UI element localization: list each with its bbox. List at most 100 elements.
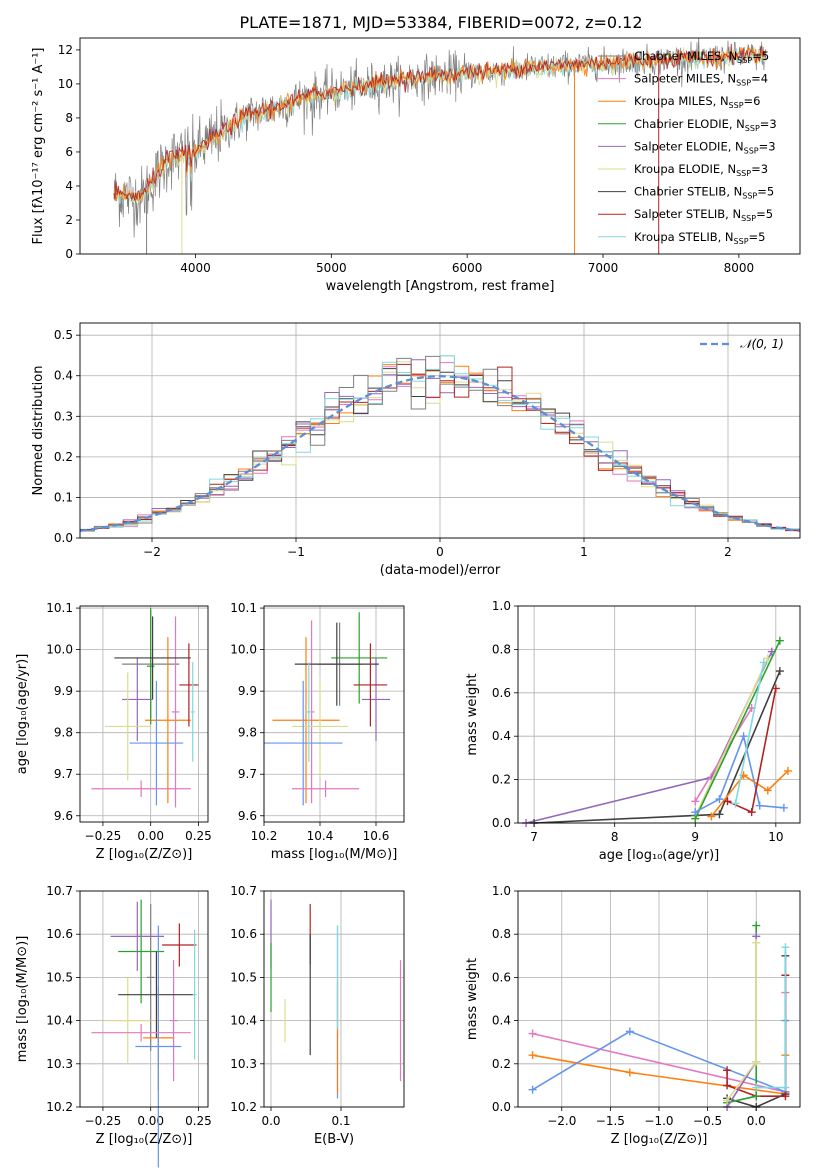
mass-weight-marker: [775, 667, 784, 676]
mass-weight-marker: [779, 803, 788, 812]
y-tick-label: 0.4: [492, 729, 511, 743]
x-axis-label: age [log₁₀(age/yr)]: [599, 848, 720, 863]
mw-vs-age-panel: 7 8 9 10 0.0 0.2 0.4 0.6 0.8 1.0 age [log₁₀(age/yr…: [465, 599, 801, 863]
y-tick-label: 12: [58, 43, 73, 57]
mass-weight-marker: [723, 1096, 732, 1105]
y-tick-label: 10.4: [230, 1014, 257, 1028]
y-tick-label: 0.2: [492, 773, 511, 787]
y-axis-label: age [log₁₀(age/yr)]: [15, 654, 30, 775]
y-axis-label: mass weight: [465, 958, 480, 1040]
y-tick-label: 9.7: [238, 767, 257, 781]
mass-weight-line: [710, 770, 789, 817]
x-tick-label: 0.00: [137, 1114, 164, 1128]
y-tick-label: 10.6: [46, 927, 73, 941]
y-tick-label: 1.0: [492, 599, 511, 613]
x-tick-label: 6000: [452, 261, 483, 275]
y-tick-label: 0.8: [492, 927, 511, 941]
mass-weight-marker: [625, 1027, 634, 1036]
mass-weight-marker: [752, 938, 761, 947]
x-tick-label: −1.5: [596, 1114, 625, 1128]
legend-entry: 𝒩(0, 1): [740, 337, 784, 351]
mass-weight-marker: [752, 1083, 761, 1092]
y-tick-label: 9.6: [238, 809, 257, 823]
axes-frame: [79, 37, 801, 255]
mass-weight-marker: [763, 654, 772, 663]
residuals-panel: −2 −1 0 1 2 0.0 0.1 0.2 0.3 0.4 0.5 (data-model)/er…: [31, 322, 801, 578]
mass-weight-line: [694, 640, 781, 820]
mass-weight-line: [756, 947, 787, 1089]
y-tick-label: 0.0: [492, 1100, 511, 1114]
mass-vs-ebv-panel: 0.0 0.1 10.2 10.3 10.4 10.5 10.6 10.7 E(B-V): [230, 884, 405, 1147]
y-axis-label: mass weight: [465, 673, 480, 755]
y-tick-label: 0.3: [54, 409, 73, 423]
mass-weight-line: [525, 651, 773, 824]
mass-weight-marker: [763, 786, 772, 795]
legend-entry: Salpeter ELODIE, NSSP=3: [634, 139, 776, 155]
x-tick-label: 0.0: [747, 1114, 766, 1128]
y-tick-label: 9.7: [54, 767, 73, 781]
y-tick-label: 0.4: [492, 1014, 511, 1028]
mass-weight-marker: [528, 1051, 537, 1060]
age-vs-Z-panel: −0.25 0.00 0.25 9.6 9.7 9.8 9.9 10.0 10.1 Z [log₁…: [15, 601, 212, 862]
y-tick-label: 10.7: [230, 884, 257, 898]
mass-weight-marker: [747, 808, 756, 817]
y-tick-label: 0.1: [54, 490, 73, 504]
spectrum-legend: Chabrier MILES, NSSP=5 Salpeter MILES, NS…: [598, 49, 777, 246]
mass-weight-marker: [739, 732, 748, 741]
x-axis-label: Z [log₁₀(Z/Z⊙)]: [96, 847, 193, 862]
x-tick-label: −0.25: [85, 829, 122, 843]
x-tick-label: 7: [530, 830, 538, 844]
x-tick-label: −0.5: [693, 1114, 722, 1128]
x-tick-label: 0.00: [137, 829, 164, 843]
legend-entry: Salpeter MILES, NSSP=4: [634, 72, 768, 88]
legend-entry: Salpeter STELIB, NSSP=5: [634, 207, 773, 223]
legend-entry: Chabrier STELIB, NSSP=5: [634, 185, 774, 201]
y-tick-label: 8: [65, 111, 73, 125]
y-axis-label: Flux [fλ10⁻¹⁷ erg cm⁻² s⁻¹ A⁻¹]: [31, 48, 46, 245]
axes-frame: [517, 890, 801, 1108]
mass-weight-marker: [528, 1085, 537, 1094]
mass-weight-marker: [771, 684, 780, 693]
y-tick-label: 0.2: [54, 450, 73, 464]
y-tick-label: 10.0: [230, 643, 257, 657]
mass-weight-marker: [691, 808, 700, 817]
mass-weight-line: [726, 925, 758, 1104]
y-tick-label: 9.9: [238, 684, 257, 698]
x-axis-label: E(B-V): [314, 1132, 354, 1147]
x-axis-label: mass [log₁₀(M/M⊙)]: [271, 847, 398, 862]
legend-entry: Chabrier MILES, NSSP=5: [634, 49, 769, 65]
mass-weight-marker: [715, 795, 724, 804]
mass-weight-marker: [783, 766, 792, 775]
x-axis-label: Z [log₁₀(Z/Z⊙)]: [96, 1132, 193, 1147]
age-vs-mass-panel: 10.2 10.4 10.6 9.6 9.7 9.8 9.9 10.0 10.1 mass [lo…: [230, 601, 405, 862]
x-axis-label: (data-model)/error: [380, 563, 501, 578]
y-tick-label: 0.2: [492, 1057, 511, 1071]
x-tick-label: −1: [287, 545, 305, 559]
y-tick-label: 10.2: [46, 1100, 73, 1114]
x-axis-label: wavelength [Angstrom, rest frame]: [326, 279, 555, 294]
x-tick-label: 9: [691, 830, 699, 844]
mass-weight-marker: [755, 801, 764, 810]
x-tick-label: 8: [611, 830, 619, 844]
mass-weight-marker: [781, 943, 790, 952]
spectrum-lines: [113, 38, 767, 254]
x-tick-label: 10.4: [307, 829, 334, 843]
x-tick-label: −1.0: [644, 1114, 673, 1128]
mass-weight-marker: [752, 1057, 761, 1066]
y-tick-label: 9.9: [54, 684, 73, 698]
model-spectrum-line: [113, 43, 767, 201]
x-tick-label: 10: [768, 830, 783, 844]
x-tick-label: 10.2: [251, 829, 278, 843]
y-axis-label: mass [log₁₀(M/M⊙)]: [15, 936, 30, 1063]
mass-weight-marker: [759, 658, 768, 667]
y-tick-label: 10: [58, 77, 73, 91]
y-tick-label: 9.8: [54, 726, 73, 740]
y-tick-label: 0.0: [54, 531, 73, 545]
x-tick-label: −0.25: [85, 1114, 122, 1128]
y-tick-label: 10.3: [46, 1057, 73, 1071]
axes-frame: [263, 605, 405, 823]
y-tick-label: 0.0: [492, 816, 511, 830]
mass-weight-marker: [625, 1068, 634, 1077]
mass-weight-line: [534, 670, 781, 824]
axes-frame: [79, 322, 801, 539]
